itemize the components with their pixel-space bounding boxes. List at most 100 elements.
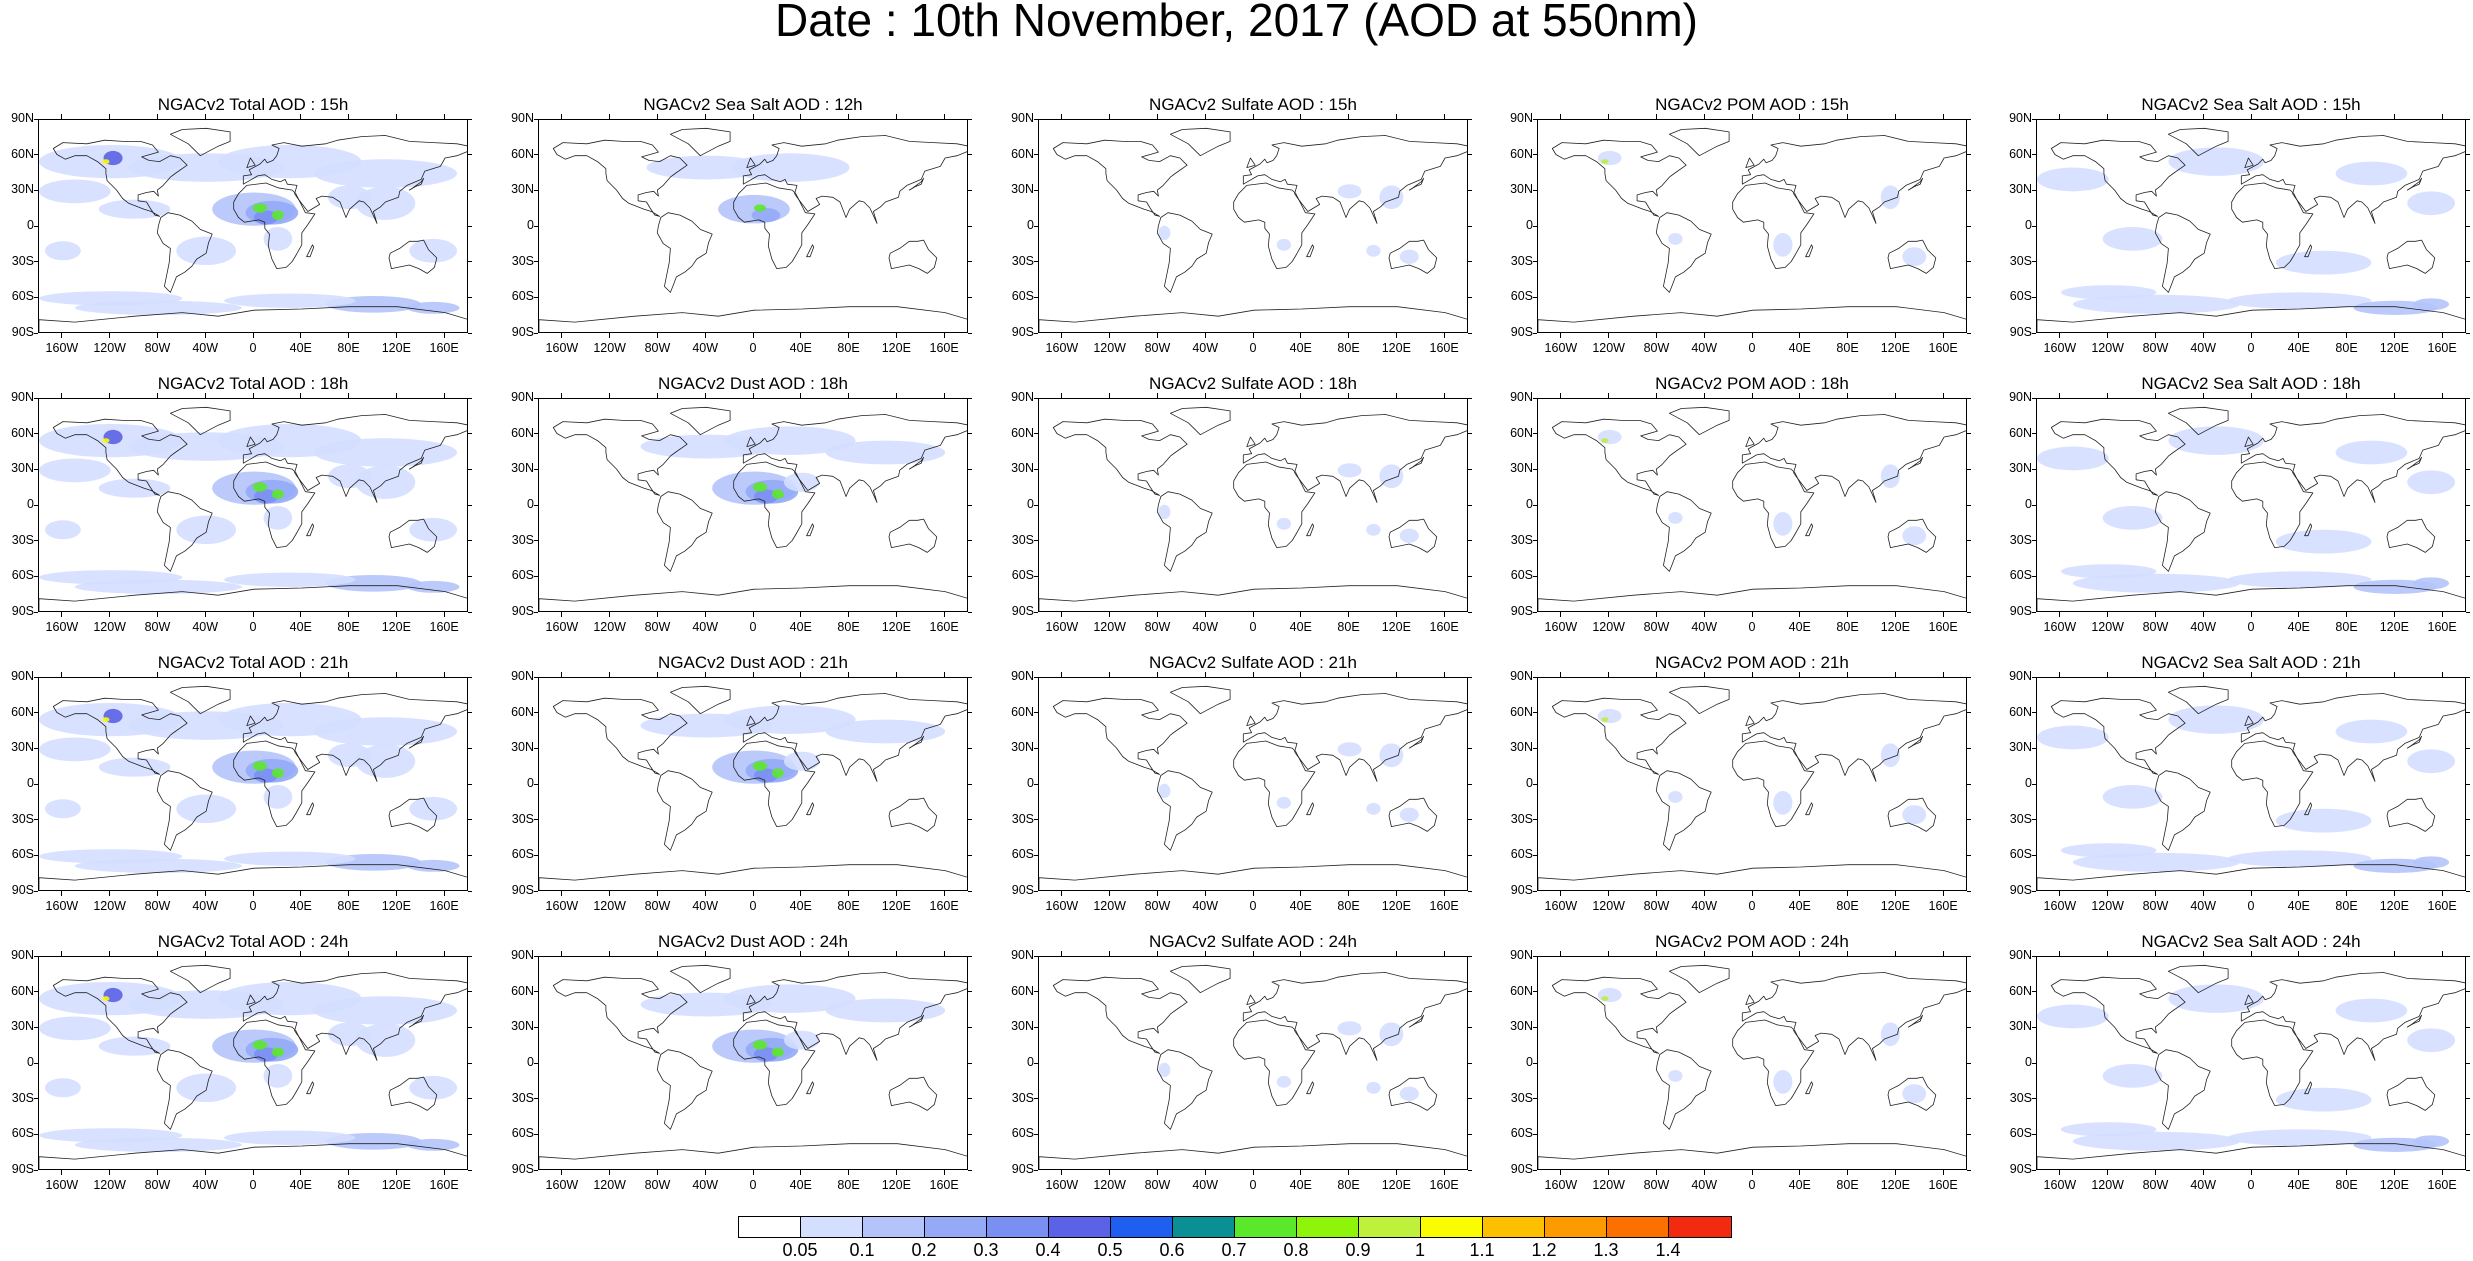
- lat-tick: [534, 1098, 538, 1100]
- coastline: [2037, 864, 2465, 890]
- lon-tick-label: 40E: [289, 899, 312, 913]
- lat-tick-label: 30S: [11, 1090, 34, 1105]
- lat-tick: [1967, 747, 1971, 749]
- lon-tick: [1751, 612, 1753, 617]
- lat-tick: [1533, 676, 1537, 678]
- lat-tick: [34, 468, 38, 470]
- panel-title: NGACv2 Sea Salt AOD : 12h: [643, 95, 863, 114]
- lat-tick: [2032, 332, 2036, 334]
- lon-tick: [2441, 333, 2443, 338]
- lon-tick-label: 160W: [2043, 1178, 2077, 1192]
- lon-tick-label: 160E: [929, 1178, 959, 1192]
- lon-tick: [1799, 1170, 1801, 1175]
- lon-tick: [348, 333, 350, 338]
- coastline: [539, 1143, 967, 1169]
- lon-tick-label: 120W: [93, 899, 126, 913]
- aod-field: [44, 799, 81, 819]
- aod-field: [1158, 504, 1171, 520]
- lat-tick: [534, 433, 538, 435]
- lon-tick: [443, 1170, 445, 1175]
- coastline: [52, 976, 188, 1054]
- lat-tick-label: 0: [27, 218, 34, 232]
- lat-tick-label: 60S: [11, 289, 34, 304]
- coastline: [1887, 797, 1937, 832]
- aod-field: [98, 1036, 171, 1056]
- coastline: [1408, 1014, 1425, 1028]
- lat-tick-label: 30N: [2009, 182, 2032, 197]
- lat-tick: [534, 296, 538, 298]
- lat-tick: [534, 332, 538, 334]
- lat-tick: [1533, 118, 1537, 120]
- lat-tick: [1034, 225, 1038, 227]
- lat-tick-label: 0: [527, 218, 534, 232]
- lat-tick: [2466, 225, 2470, 227]
- coastline: [2231, 740, 2314, 828]
- lon-tick: [704, 114, 706, 119]
- coastline: [1388, 518, 1438, 553]
- lat-tick: [2032, 1133, 2036, 1135]
- lat-tick-label: 0: [2025, 218, 2032, 232]
- lon-tick-label: 40W: [2190, 899, 2217, 913]
- lon-tick: [2393, 393, 2395, 398]
- lon-tick: [1799, 891, 1801, 896]
- lon-tick: [1443, 114, 1445, 119]
- lon-tick: [656, 393, 658, 398]
- lon-tick: [300, 114, 302, 119]
- coastline: [233, 740, 316, 828]
- lon-tick-label: 0: [2247, 899, 2255, 913]
- coastline: [552, 418, 688, 496]
- lat-tick-label: 60S: [2009, 568, 2032, 583]
- colorbar-swatch: [1049, 1217, 1111, 1237]
- coastline: [1052, 139, 1188, 217]
- lon-tick: [2250, 333, 2252, 338]
- lon-tick: [1348, 612, 1350, 617]
- panel-title: NGACv2 Sea Salt AOD : 24h: [2141, 932, 2361, 951]
- lon-tick-label: 80W: [644, 620, 671, 634]
- lon-tick: [300, 672, 302, 677]
- lon-tick-label: 120E: [881, 899, 911, 913]
- lon-tick: [1894, 672, 1896, 677]
- lat-tick-label: 30N: [2009, 740, 2032, 755]
- coastline: [39, 306, 467, 332]
- lat-tick: [34, 955, 38, 957]
- coastline: [2167, 127, 2229, 157]
- lat-tick: [1533, 332, 1537, 334]
- lon-tick: [1847, 891, 1849, 896]
- coastline: [2231, 461, 2314, 549]
- aod-field: [2413, 298, 2450, 311]
- lon-tick-label: 0: [1249, 1178, 1257, 1192]
- lat-tick-label: 30S: [1011, 811, 1034, 826]
- lon-tick: [848, 114, 850, 119]
- lat-tick-label: 0: [2025, 1055, 2032, 1069]
- lat-tick-label: 30N: [511, 461, 534, 476]
- lon-tick: [2107, 951, 2109, 956]
- lat-tick: [468, 397, 472, 399]
- lon-tick-label: 40E: [789, 620, 812, 634]
- lon-tick: [656, 612, 658, 617]
- lat-tick: [534, 611, 538, 613]
- lon-tick: [752, 393, 754, 398]
- map-panel-total: [38, 119, 468, 333]
- lat-tick: [468, 854, 472, 856]
- coastline: [1907, 177, 1924, 191]
- lon-tick-label: 80E: [837, 341, 860, 355]
- lat-tick: [34, 189, 38, 191]
- aod-field: [263, 506, 293, 530]
- lon-tick: [1608, 1170, 1610, 1175]
- lat-tick-label: 0: [2025, 497, 2032, 511]
- lat-tick: [1533, 1026, 1537, 1028]
- lat-tick-label: 30S: [511, 253, 534, 268]
- coastline: [733, 740, 816, 828]
- coastline: [2167, 685, 2229, 715]
- aod-field: [252, 1040, 268, 1050]
- lon-tick: [752, 612, 754, 617]
- lon-tick: [1395, 951, 1397, 956]
- lat-tick: [34, 676, 38, 678]
- aod-field: [2275, 529, 2372, 554]
- lon-tick-label: 40W: [1691, 899, 1718, 913]
- lat-tick: [968, 154, 972, 156]
- lon-tick-label: 40W: [692, 341, 719, 355]
- lon-tick: [1109, 1170, 1111, 1175]
- coastline: [806, 1081, 815, 1095]
- lon-tick: [1061, 612, 1063, 617]
